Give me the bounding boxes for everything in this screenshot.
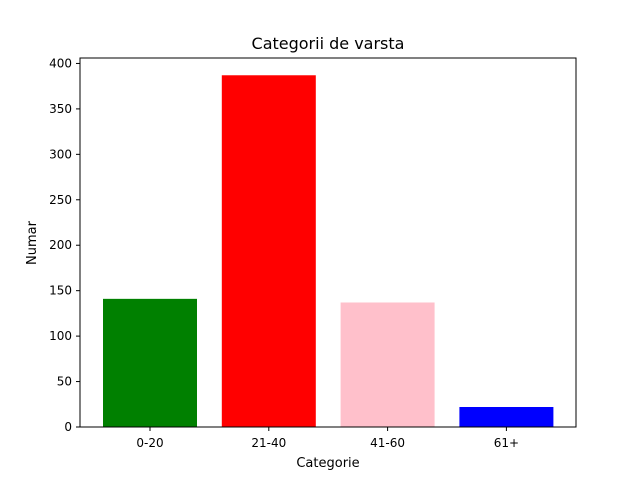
bars-layer [103,75,554,428]
x-tick-label: 41-60 [370,436,405,450]
x-tick-label: 21-40 [251,436,286,450]
bar-61+ [459,407,554,427]
y-tick-label: 300 [49,147,72,161]
y-tick-label: 100 [49,329,72,343]
chart-title: Categorii de varsta [252,34,405,53]
x-axis: 0-20 21-40 41-60 61+ [136,427,519,450]
x-tick-label: 0-20 [136,436,163,450]
x-axis-label: Categorie [296,456,359,471]
y-tick-label: 50 [57,375,72,389]
y-tick-label: 0 [64,420,72,434]
y-tick-label: 150 [49,284,72,298]
y-tick-label: 200 [49,238,72,252]
y-tick-label: 350 [49,102,72,116]
bar-21-40 [221,75,316,428]
y-tick-label: 400 [49,56,72,70]
y-axis-label: Numar [25,220,40,265]
x-tick-label: 61+ [494,436,519,450]
bar-41-60 [340,302,435,427]
y-axis: 0 50 100 150 200 250 300 350 400 [49,56,80,434]
plot-frame [79,57,577,428]
y-tick-label: 250 [49,193,72,207]
bar-0-20 [103,298,197,427]
